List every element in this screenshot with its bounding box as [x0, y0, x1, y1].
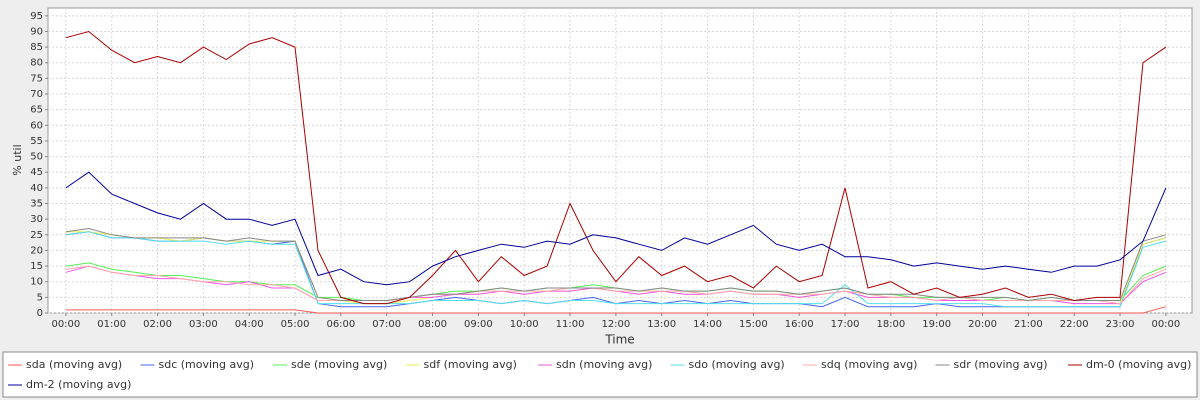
y-tick-label: 20 [30, 245, 43, 256]
series-line [65, 227, 1167, 302]
y-axis-label: % util [11, 144, 24, 175]
x-tick-label: 19:00 [922, 319, 951, 330]
x-tick-label: 01:00 [97, 319, 126, 330]
legend-label: sdr (moving avg) [954, 358, 1048, 371]
legend-label: sdq (moving avg) [821, 358, 917, 371]
y-tick-label: 15 [30, 261, 43, 272]
x-tick-label: 04:00 [235, 319, 264, 330]
x-axis-label: Time [604, 333, 634, 347]
y-tick-label: 5 [37, 292, 43, 303]
x-tick-label: 06:00 [326, 319, 355, 330]
x-tick-label: 07:00 [372, 319, 401, 330]
series-line [65, 30, 1167, 305]
plot-area [47, 7, 1193, 314]
legend-label: sdo (moving avg) [689, 358, 785, 371]
y-tick-label: 80 [30, 58, 43, 69]
legend-label: sdc (moving avg) [159, 358, 255, 371]
legend-label: dm-0 (moving avg) [1086, 358, 1191, 371]
x-tick-label: 05:00 [281, 319, 310, 330]
series-line [65, 171, 1167, 286]
x-tick-label: 22:00 [1060, 319, 1089, 330]
y-tick-label: 30 [30, 214, 43, 225]
x-tick-label: 08:00 [418, 319, 447, 330]
x-tick-label: 14:00 [693, 319, 722, 330]
series-line [65, 231, 1167, 308]
x-tick-label: 23:00 [1106, 319, 1135, 330]
legend-label: sde (moving avg) [291, 358, 387, 371]
x-tick-label: 15:00 [739, 319, 768, 330]
legend-label: sda (moving avg) [26, 358, 122, 371]
legend-label: dm-2 (moving avg) [26, 378, 131, 391]
y-tick-label: 35 [30, 199, 43, 210]
x-tick-label: 17:00 [831, 319, 860, 330]
legend-label: sdf (moving avg) [424, 358, 517, 371]
y-tick-label: 55 [30, 136, 43, 147]
y-tick-label: 50 [30, 152, 43, 163]
y-tick-label: 0 [37, 308, 43, 319]
x-tick-label: 03:00 [189, 319, 218, 330]
y-tick-label: 70 [30, 89, 43, 100]
y-tick-label: 90 [30, 26, 43, 37]
x-tick-label: 12:00 [601, 319, 630, 330]
x-tick-label: 00:00 [51, 319, 80, 330]
series-line [65, 265, 1167, 305]
x-tick-label: 21:00 [1014, 319, 1043, 330]
legend [2, 351, 1198, 398]
y-tick-label: 60 [30, 120, 43, 131]
y-tick-label: 85 [30, 42, 43, 53]
x-tick-label: 13:00 [647, 319, 676, 330]
x-tick-label: 09:00 [464, 319, 493, 330]
legend-label: sdn (moving avg) [556, 358, 652, 371]
x-tick-label: 18:00 [876, 319, 905, 330]
x-tick-label: 02:00 [143, 319, 172, 330]
y-tick-label: 75 [30, 73, 43, 84]
x-tick-label: 00:00 [1151, 319, 1180, 330]
y-tick-label: 95 [30, 11, 43, 22]
y-tick-label: 40 [30, 183, 43, 194]
series-line [65, 306, 1167, 314]
x-tick-label: 20:00 [968, 319, 997, 330]
x-tick-label: 10:00 [510, 319, 539, 330]
y-tick-label: 25 [30, 230, 43, 241]
x-tick-label: 16:00 [785, 319, 814, 330]
y-tick-label: 10 [30, 277, 43, 288]
x-tick-label: 11:00 [556, 319, 585, 330]
y-tick-label: 65 [30, 105, 43, 116]
y-tick-label: 45 [30, 167, 43, 178]
